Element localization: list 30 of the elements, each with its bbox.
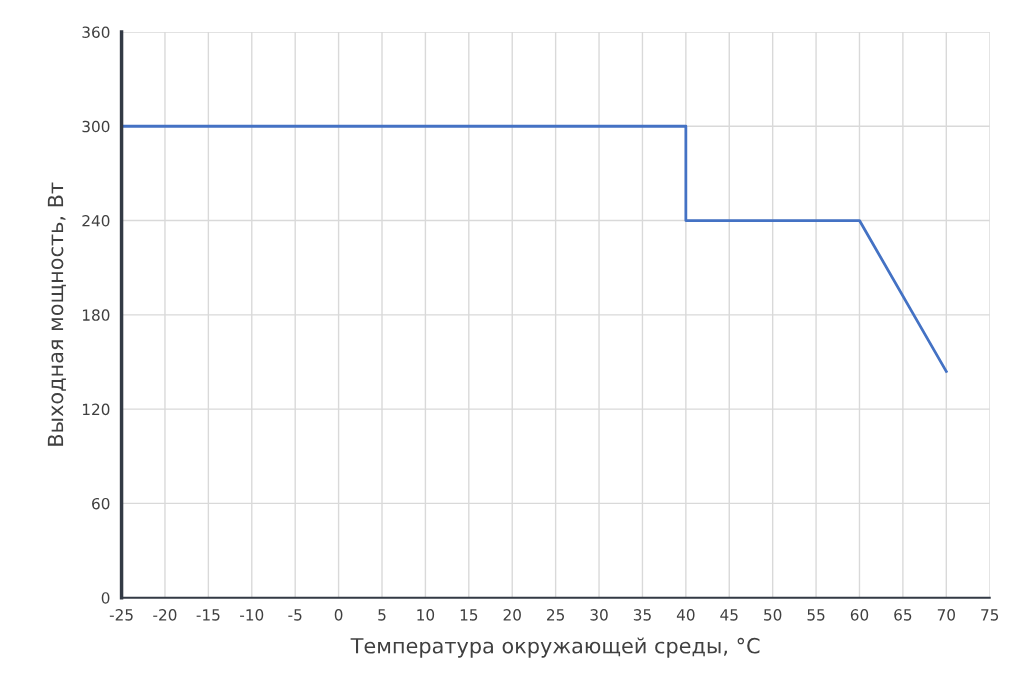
x-tick-label: 30 xyxy=(590,609,608,621)
x-tick-label: -25 xyxy=(109,609,133,621)
x-tick-label: 5 xyxy=(378,609,386,621)
x-tick-label: 45 xyxy=(720,609,738,621)
x-tick-label: -15 xyxy=(196,609,220,621)
x-tick-label: 35 xyxy=(633,609,651,621)
y-tick-label: 0 xyxy=(101,592,110,604)
x-tick-label: 40 xyxy=(676,609,695,621)
x-tick-label: 20 xyxy=(503,609,521,621)
y-tick-label: 180 xyxy=(82,309,110,321)
y-tick-label: 300 xyxy=(82,120,110,133)
x-tick-label: 50 xyxy=(764,609,782,621)
y-tick-label: 60 xyxy=(92,497,110,510)
x-tick-label: 55 xyxy=(807,609,825,621)
x-tick-label: -20 xyxy=(153,609,177,621)
x-tick-label: 75 xyxy=(981,609,999,621)
x-tick-label: 70 xyxy=(937,609,955,621)
x-tick-label: 65 xyxy=(894,609,912,621)
y-tick-label: 240 xyxy=(82,215,110,227)
y-tick-label: 360 xyxy=(82,26,110,38)
x-tick-label: -10 xyxy=(240,609,264,621)
x-tick-label: 10 xyxy=(417,609,435,621)
x-tick-label: 25 xyxy=(547,609,565,621)
y-axis-title: Выходная мощность, Вт xyxy=(47,182,66,446)
y-tick-label: 120 xyxy=(82,403,110,416)
x-axis-title: Температура окружающей среды, °C xyxy=(350,637,760,658)
x-tick-label: 60 xyxy=(850,609,869,621)
x-tick-label: 15 xyxy=(460,609,478,621)
x-tick-label: -5 xyxy=(288,609,302,621)
x-tick-label: 0 xyxy=(334,609,343,621)
